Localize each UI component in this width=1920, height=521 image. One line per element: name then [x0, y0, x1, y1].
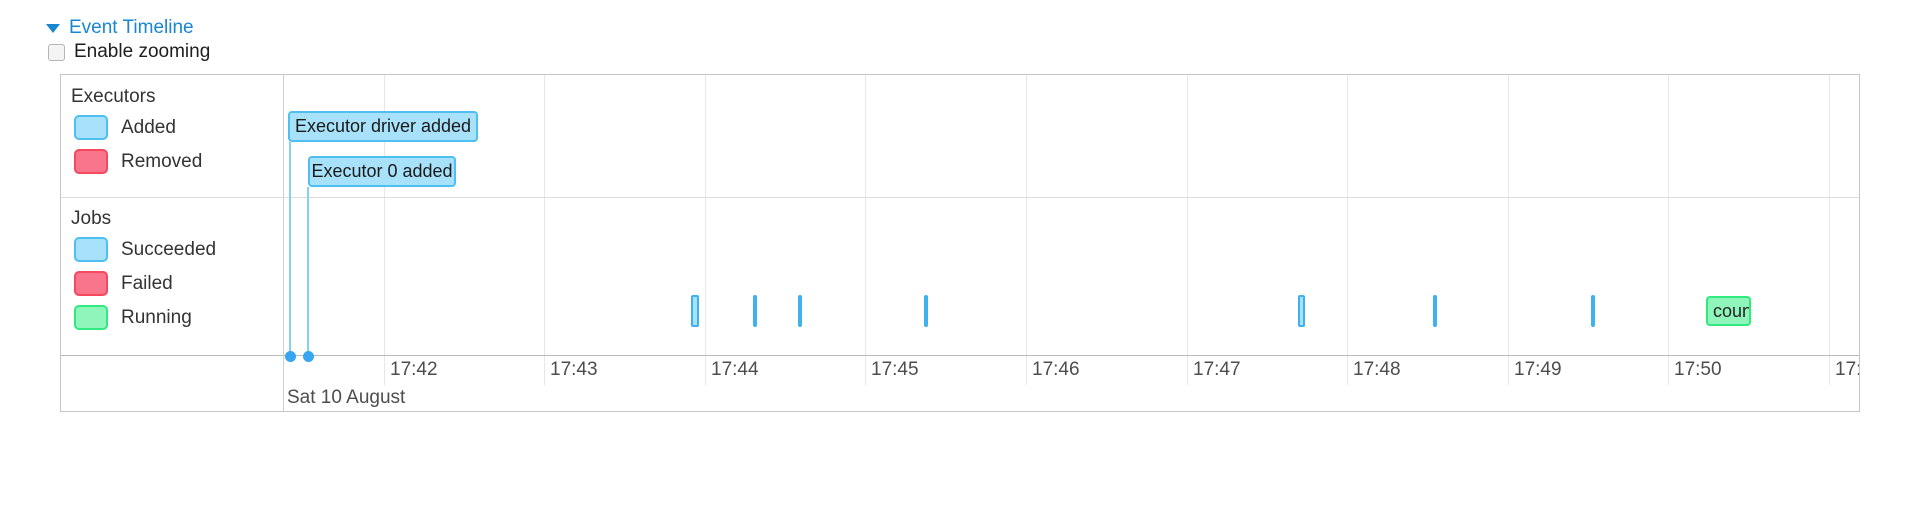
event-timeline-title: Event Timeline	[69, 17, 194, 38]
succeeded-job-bar[interactable]	[1433, 295, 1437, 327]
legend-swatch	[74, 237, 108, 262]
axis-tick-label: 17:42	[390, 359, 438, 380]
legend-label: Removed	[121, 150, 203, 172]
axis-tick-label: 17:43	[550, 359, 598, 380]
legend-item: Succeeded	[74, 237, 283, 262]
axis-gridline	[1508, 75, 1509, 385]
legend-group-jobs: Jobs Succeeded Failed Running	[61, 197, 283, 339]
legend-label: Added	[121, 116, 176, 138]
event-stem	[289, 142, 291, 357]
axis-gridline	[1829, 75, 1830, 385]
legend-swatch	[74, 115, 108, 140]
axis-tick-label: 17:47	[1193, 359, 1241, 380]
succeeded-job-bar[interactable]	[1591, 295, 1595, 327]
event-timeline-toggle[interactable]: Event Timeline	[46, 16, 194, 40]
running-job-box[interactable]: count	[1706, 296, 1751, 326]
legend-item: Added	[74, 115, 283, 140]
legend-label: Failed	[121, 272, 173, 294]
legend-swatch	[74, 149, 108, 174]
axis-gridline	[384, 75, 385, 385]
axis-tick-label: 17:44	[711, 359, 759, 380]
succeeded-job-bar[interactable]	[753, 295, 757, 327]
executor-event-box[interactable]: Executor 0 added	[308, 156, 456, 187]
axis-gridline	[544, 75, 545, 385]
enable-zooming-label: Enable zooming	[74, 41, 211, 62]
axis-date-label: Sat 10 August	[287, 387, 406, 408]
legend-label: Succeeded	[121, 238, 217, 260]
succeeded-job-bar[interactable]	[924, 295, 928, 327]
legend-label: Running	[121, 306, 192, 328]
axis-tick-label: 17:45	[871, 359, 919, 380]
event-stem	[307, 187, 309, 357]
axis-tick-label: 17:50	[1674, 359, 1722, 380]
time-axis-line	[61, 355, 1859, 356]
legend-item: Failed	[74, 271, 283, 296]
axis-tick-label: 17:51	[1835, 359, 1859, 380]
axis-gridline	[705, 75, 706, 385]
legend-item: Removed	[74, 149, 283, 174]
legend-item: Running	[74, 305, 283, 330]
legend-swatch	[74, 271, 108, 296]
axis-tick-label: 17:49	[1514, 359, 1562, 380]
event-timeline-panel: 17:42 17:43 17:44 17:45 17:46 17:47 17:4…	[60, 74, 1860, 412]
legend-column: Executors Added Removed Jobs Succeeded	[61, 75, 284, 411]
triangle-down-icon	[46, 23, 60, 33]
group-separator	[61, 197, 1859, 198]
enable-zooming-control[interactable]: Enable zooming	[48, 41, 210, 63]
executor-event-box[interactable]: Executor driver added	[288, 111, 478, 142]
axis-tick-label: 17:48	[1353, 359, 1401, 380]
legend-group-executors: Executors Added Removed	[61, 75, 283, 183]
axis-gridline	[1668, 75, 1669, 385]
axis-gridline	[1347, 75, 1348, 385]
event-dot	[303, 351, 314, 362]
succeeded-job-bar[interactable]	[691, 295, 699, 327]
legend-group-name: Executors	[71, 86, 156, 107]
enable-zooming-checkbox[interactable]	[48, 43, 65, 61]
legend-swatch	[74, 305, 108, 330]
timeline-canvas[interactable]	[283, 75, 1859, 355]
axis-gridline	[865, 75, 866, 385]
succeeded-job-bar[interactable]	[1298, 295, 1305, 327]
event-dot	[285, 351, 296, 362]
axis-gridline	[1026, 75, 1027, 385]
succeeded-job-bar[interactable]	[798, 295, 802, 327]
legend-group-name: Jobs	[71, 208, 112, 229]
axis-gridline	[1187, 75, 1188, 385]
axis-tick-label: 17:46	[1032, 359, 1080, 380]
